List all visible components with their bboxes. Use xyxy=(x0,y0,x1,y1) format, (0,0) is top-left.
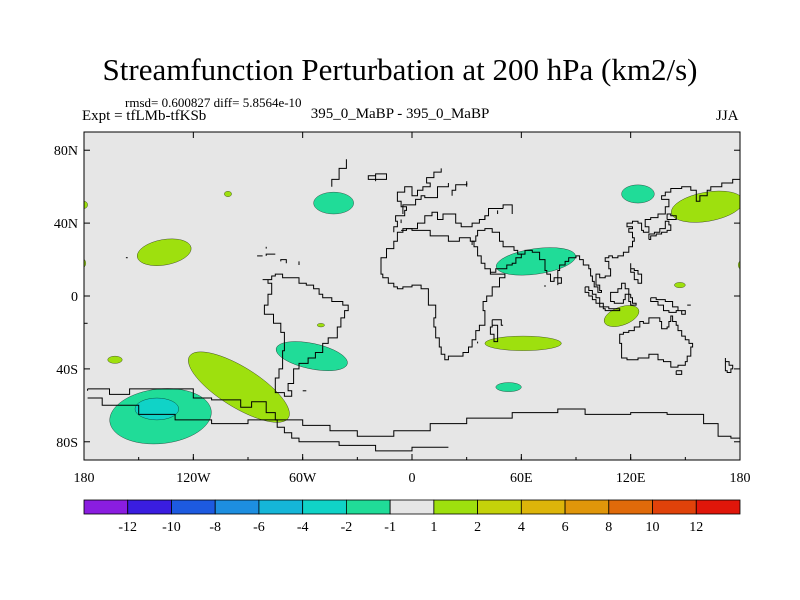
contour-region-16 xyxy=(84,201,88,209)
coastline-7 xyxy=(401,208,504,231)
colorbar-label-7: 1 xyxy=(430,520,437,535)
colorbar-label-10: 6 xyxy=(562,520,569,535)
colorbar-label-5: -2 xyxy=(341,520,353,535)
coastline-28 xyxy=(265,253,276,256)
x-tick-label-1: 120W xyxy=(176,471,211,486)
contour-region-17 xyxy=(674,282,686,288)
coastline-25 xyxy=(724,358,734,373)
colorbar-swatch-9 xyxy=(477,499,522,515)
coastline-3 xyxy=(380,228,506,361)
x-tick-label-0: 180 xyxy=(74,471,95,486)
y-axis: 80N 40N 0 40S 80S xyxy=(54,144,740,451)
y-tick-label-2: 0 xyxy=(71,290,78,305)
contour-region-12 xyxy=(495,382,522,392)
experiment-label: Expt = tfLMb-tfKSb xyxy=(82,108,207,124)
colorbar-label-4: -4 xyxy=(297,520,309,535)
contour-region-3 xyxy=(275,341,348,371)
colorbar-label-11: 8 xyxy=(605,520,612,535)
contour-region-8 xyxy=(621,184,655,204)
season-label: JJA xyxy=(716,108,739,124)
colorbar-swatch-10 xyxy=(520,499,566,515)
coastline-4 xyxy=(393,168,442,233)
contour-region-2 xyxy=(188,351,290,423)
colorbar-swatch-7 xyxy=(389,499,435,515)
coastline-21 xyxy=(628,293,637,306)
coastline-17 xyxy=(630,263,643,284)
x-tick-label-6: 180 xyxy=(730,471,751,486)
coastline-27 xyxy=(280,259,287,264)
x-axis: 180 120W 60W 0 60E 120E 180 xyxy=(74,132,751,486)
colorbar-swatch-8 xyxy=(433,499,479,515)
colorbar-label-12: 10 xyxy=(646,520,660,535)
coastline-16 xyxy=(666,213,677,220)
center-label: 395_0_MaBP - 395_0_MaBP xyxy=(310,106,490,122)
coastline-5 xyxy=(437,183,449,194)
colorbar: -12 -10 -8 -6 -4 -2 -1 1 2 4 6 8 10 12 xyxy=(83,499,741,535)
coastline-38 xyxy=(557,277,562,286)
stats-text: rmsd= 0.600827 diff= 5.8564e-10 xyxy=(125,95,302,110)
colorbar-label-2: -8 xyxy=(209,520,221,535)
colorbar-label-8: 2 xyxy=(474,520,481,535)
coastline-22 xyxy=(650,297,686,315)
colorbar-swatch-11 xyxy=(564,499,610,515)
coastline-32 xyxy=(367,173,387,180)
colorbar-label-6: -1 xyxy=(384,520,396,535)
coastline-20 xyxy=(610,282,630,304)
coastline-33 xyxy=(331,159,347,187)
x-tick-label-4: 60E xyxy=(510,471,533,486)
y-tick-label-3: 40S xyxy=(56,363,78,378)
contour-region-13 xyxy=(107,355,123,364)
contour-region-5 xyxy=(313,191,354,215)
x-tick-label-3: 0 xyxy=(409,471,416,486)
colorbar-label-0: -12 xyxy=(118,520,137,535)
contour-region-11 xyxy=(484,335,562,351)
contour-region-9 xyxy=(671,190,740,223)
coastline-36 xyxy=(492,319,504,326)
colorbar-swatch-4 xyxy=(258,499,304,515)
coastline-8 xyxy=(502,204,513,214)
coastline-6 xyxy=(402,194,438,214)
colorbar-swatch-0 xyxy=(83,499,129,515)
colorbar-swatch-2 xyxy=(171,499,216,515)
contour-region-18 xyxy=(317,323,325,328)
colorbar-swatch-5 xyxy=(302,499,347,515)
y-tick-label-4: 80S xyxy=(56,436,78,451)
coastline-1 xyxy=(87,397,449,452)
colorbar-swatch-12 xyxy=(608,499,653,515)
contour-region-6 xyxy=(224,191,232,197)
coastline-2 xyxy=(262,273,349,397)
colorbar-label-1: -10 xyxy=(162,520,181,535)
y-tick-label-0: 80N xyxy=(54,144,78,159)
coastline-24 xyxy=(675,370,683,375)
chart-title: Streamfunction Perturbation at 200 hPa (… xyxy=(102,52,698,87)
coastline-35 xyxy=(489,319,499,343)
colorbar-swatch-14 xyxy=(695,499,741,515)
colorbar-swatch-3 xyxy=(214,499,260,515)
colorbar-swatch-13 xyxy=(652,499,697,515)
coastlines xyxy=(84,159,740,452)
colorbar-label-3: -6 xyxy=(253,520,265,535)
coastline-13 xyxy=(471,228,522,273)
coastline-0 xyxy=(87,388,740,439)
coastline-14 xyxy=(521,178,740,293)
coastline-15 xyxy=(648,220,672,240)
colorbar-swatch-6 xyxy=(345,499,391,515)
x-tick-label-5: 120E xyxy=(616,471,646,486)
coastline-23 xyxy=(619,315,694,368)
colorbar-label-13: 12 xyxy=(689,520,703,535)
y-tick-label-1: 40N xyxy=(54,217,78,232)
contour-region-4 xyxy=(137,238,192,266)
x-tick-label-2: 60W xyxy=(289,471,317,486)
coastline-19 xyxy=(602,306,621,312)
contour-region-1 xyxy=(134,397,179,421)
contour-regions xyxy=(84,184,740,445)
colorbar-label-9: 4 xyxy=(518,520,525,535)
colorbar-swatch-1 xyxy=(127,499,172,515)
